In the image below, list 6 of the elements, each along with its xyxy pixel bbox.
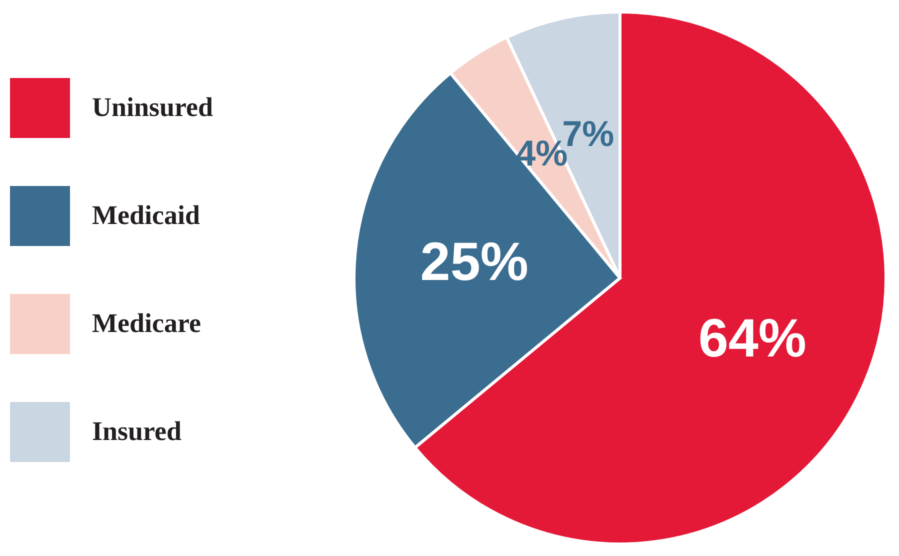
legend-label: Medicare xyxy=(92,308,201,338)
data-label: 64% xyxy=(698,308,806,368)
data-label: 25% xyxy=(420,232,528,292)
legend-label: Insured xyxy=(92,416,182,446)
legend-label: Medicaid xyxy=(92,200,200,230)
legend-label: Uninsured xyxy=(92,92,214,122)
